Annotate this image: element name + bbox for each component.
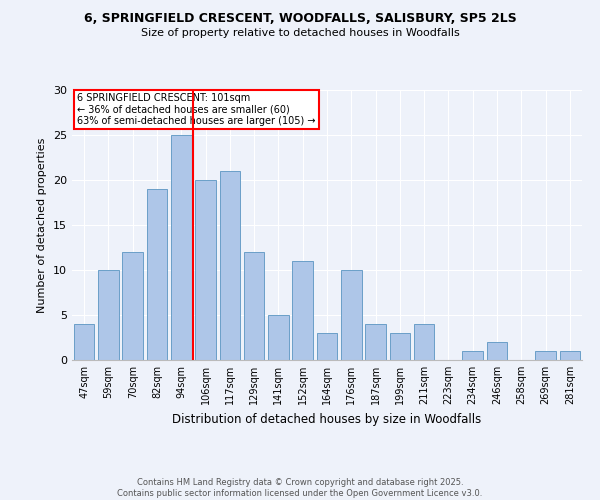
Bar — [98, 270, 119, 360]
Bar — [365, 324, 386, 360]
Text: 6, SPRINGFIELD CRESCENT, WOODFALLS, SALISBURY, SP5 2LS: 6, SPRINGFIELD CRESCENT, WOODFALLS, SALI… — [83, 12, 517, 26]
Bar — [146, 189, 167, 360]
Bar — [414, 324, 434, 360]
Bar — [171, 135, 191, 360]
Bar — [220, 171, 240, 360]
Bar — [268, 315, 289, 360]
Text: Size of property relative to detached houses in Woodfalls: Size of property relative to detached ho… — [140, 28, 460, 38]
Y-axis label: Number of detached properties: Number of detached properties — [37, 138, 47, 312]
Bar — [317, 333, 337, 360]
Bar — [463, 351, 483, 360]
Bar — [74, 324, 94, 360]
X-axis label: Distribution of detached houses by size in Woodfalls: Distribution of detached houses by size … — [172, 412, 482, 426]
Bar — [389, 333, 410, 360]
Bar — [122, 252, 143, 360]
Text: 6 SPRINGFIELD CRESCENT: 101sqm
← 36% of detached houses are smaller (60)
63% of : 6 SPRINGFIELD CRESCENT: 101sqm ← 36% of … — [77, 92, 316, 126]
Bar — [292, 261, 313, 360]
Bar — [487, 342, 508, 360]
Text: Contains HM Land Registry data © Crown copyright and database right 2025.
Contai: Contains HM Land Registry data © Crown c… — [118, 478, 482, 498]
Bar — [244, 252, 265, 360]
Bar — [535, 351, 556, 360]
Bar — [560, 351, 580, 360]
Bar — [195, 180, 216, 360]
Bar — [341, 270, 362, 360]
